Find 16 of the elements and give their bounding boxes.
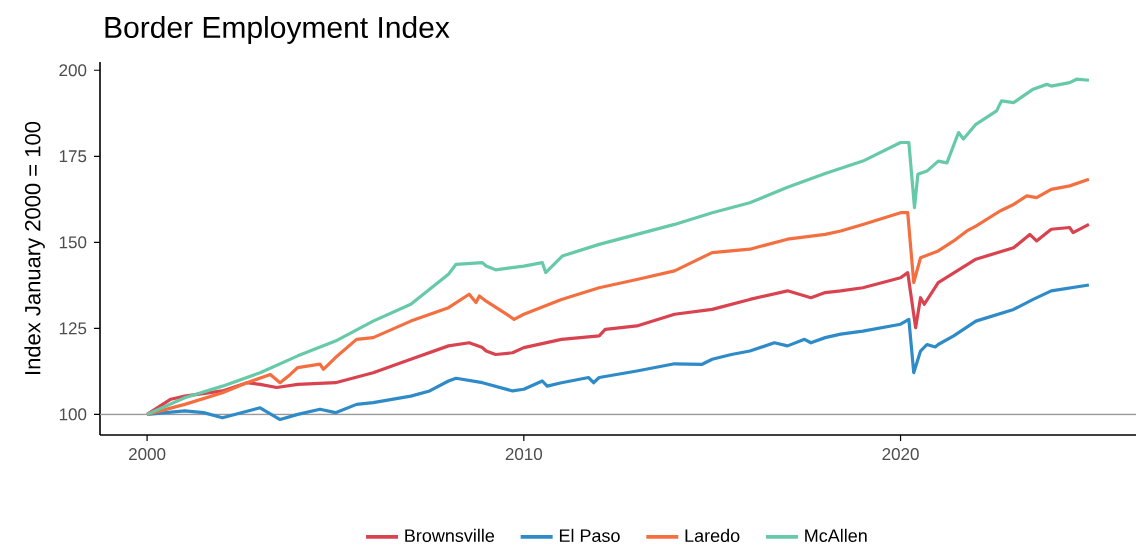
line-series (145, 177, 1091, 416)
y-tick-label: 200 (59, 64, 87, 77)
x-tick-label: 2020 (882, 448, 919, 461)
line-series (145, 77, 1091, 416)
y-axis-title: Index January 2000 = 100 (24, 121, 45, 374)
legend-label: McAllen (805, 528, 867, 543)
y-tick-label: 150 (59, 236, 87, 249)
legend-label: Laredo (685, 528, 740, 543)
y-tick-label: 100 (59, 408, 87, 421)
x-tick-label: 2000 (129, 448, 166, 461)
legend-label: El Paso (559, 528, 620, 543)
y-tick-label: 125 (59, 322, 87, 335)
x-tick-label: 2010 (505, 448, 543, 461)
chart-title: Border Employment Index (105, 16, 450, 44)
legend-label: Brownsville (405, 528, 495, 543)
y-tick-label: 175 (59, 150, 87, 163)
